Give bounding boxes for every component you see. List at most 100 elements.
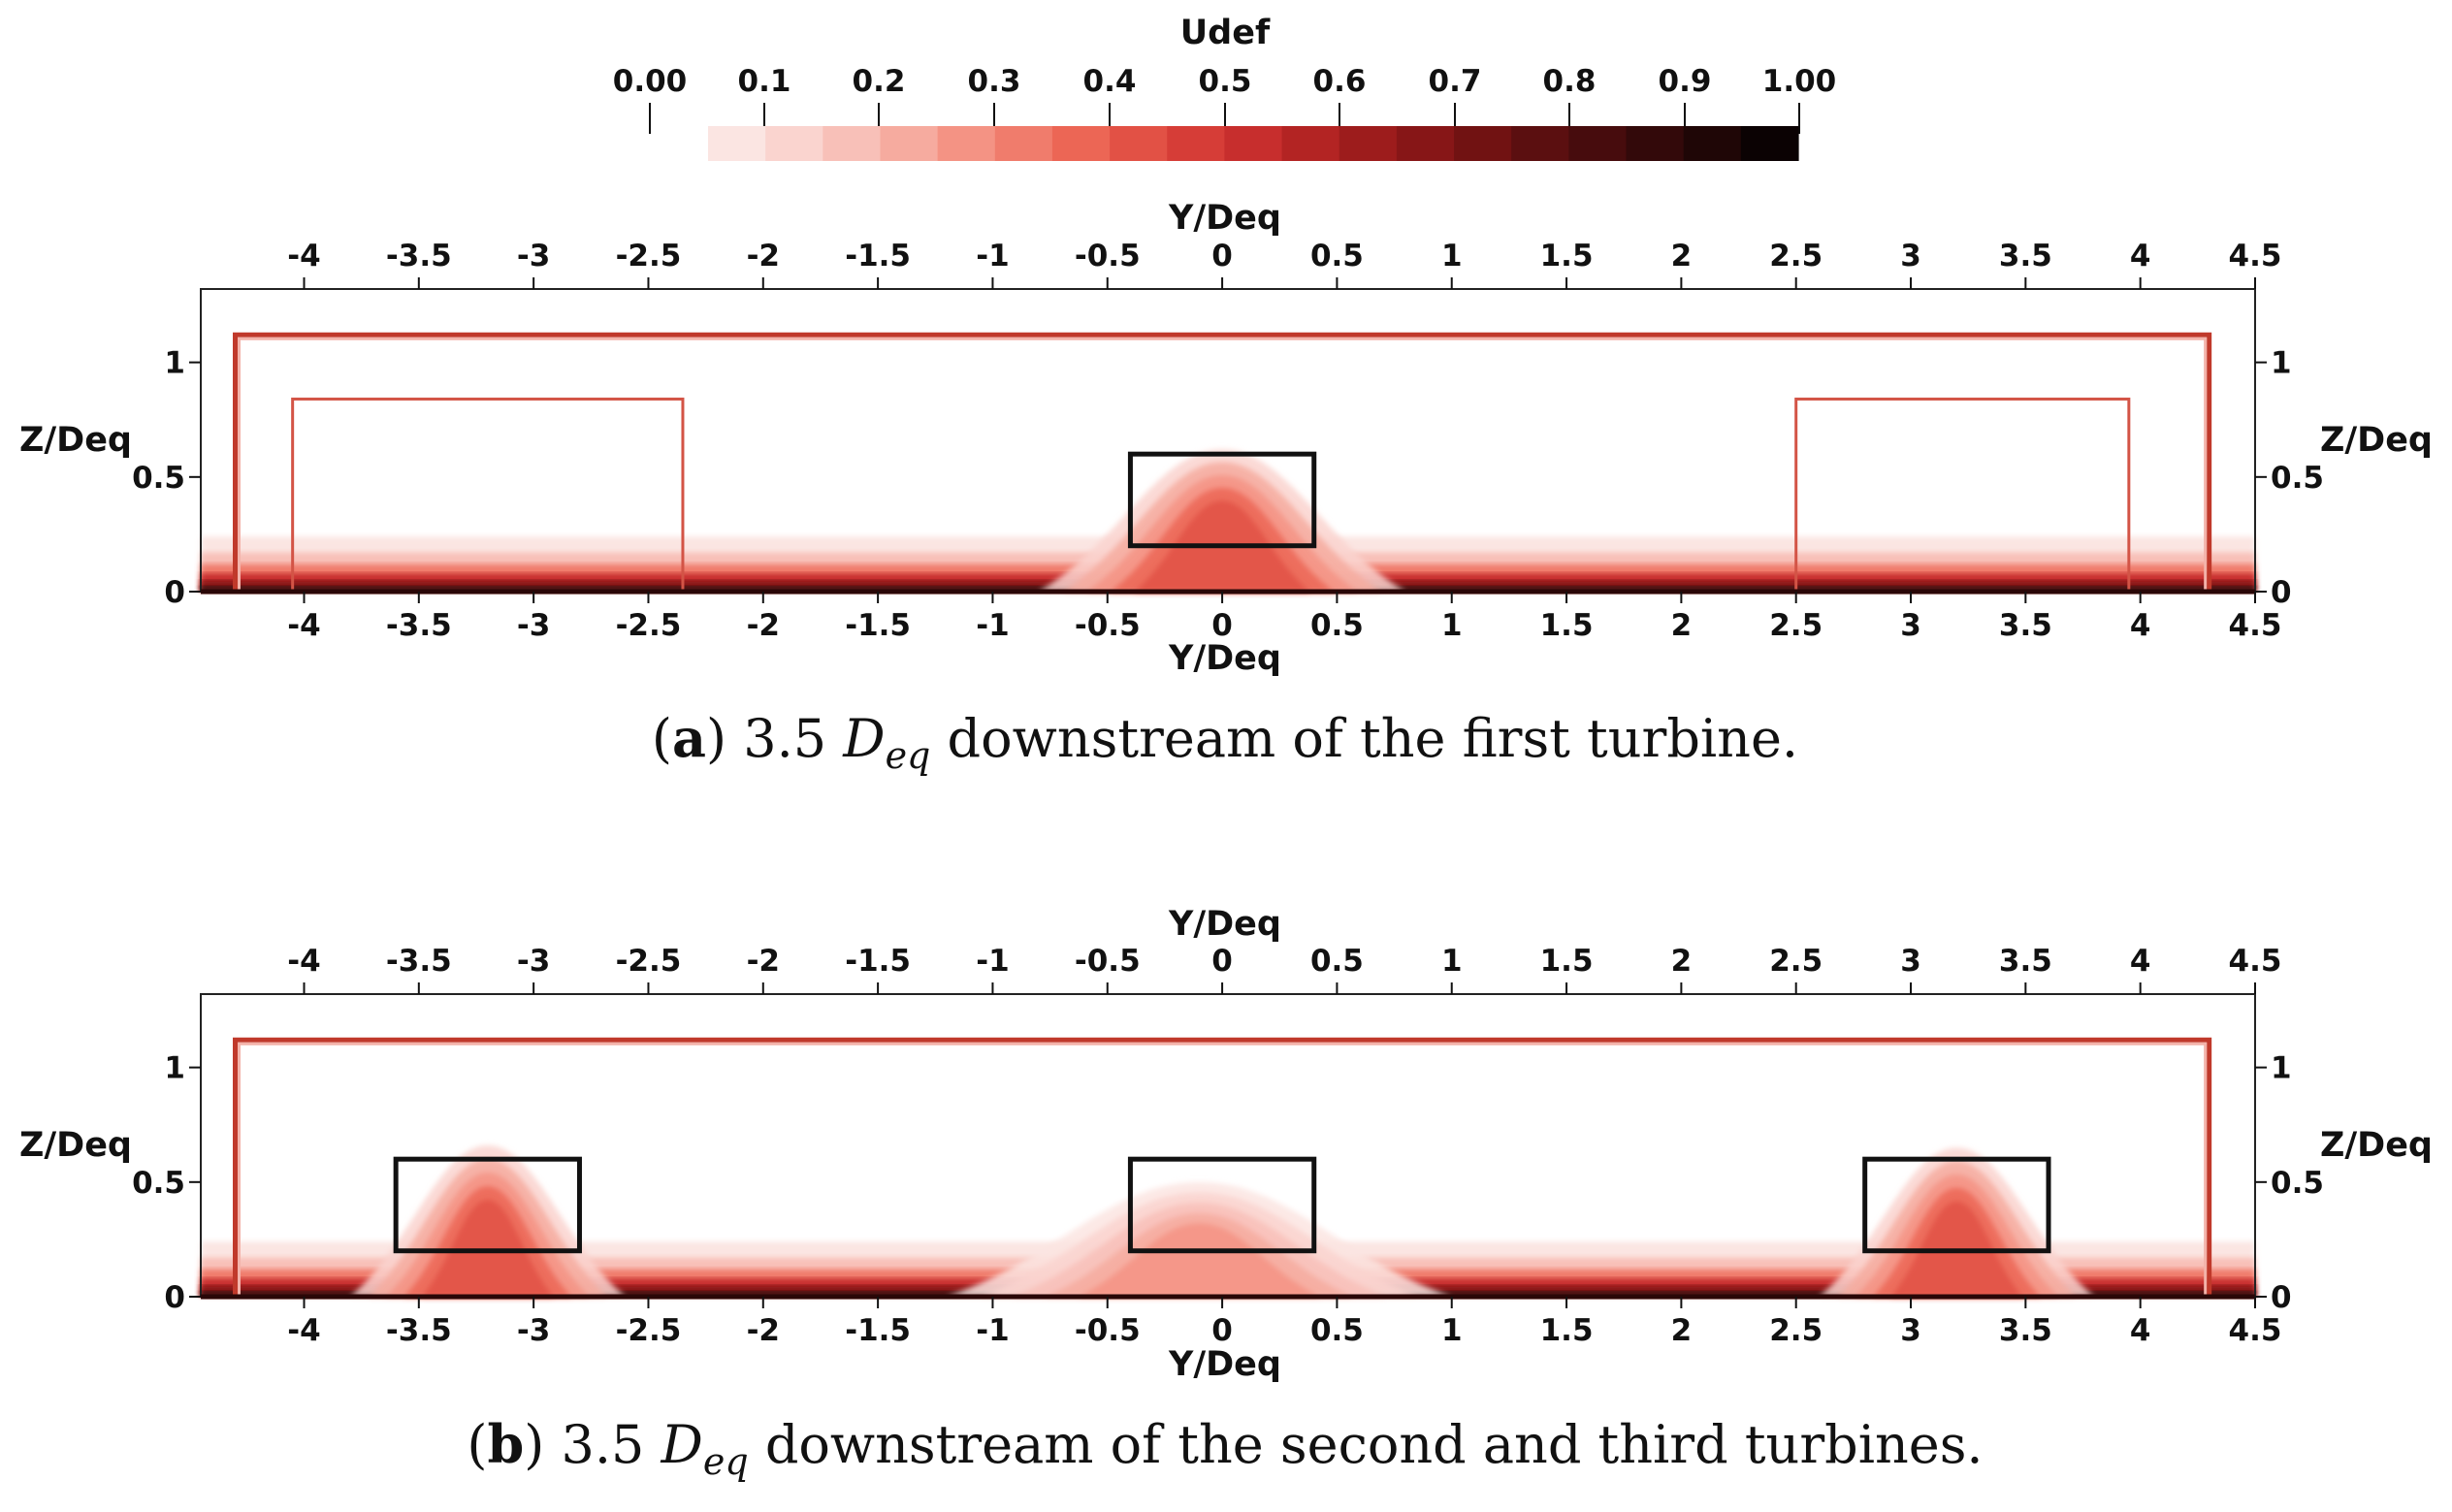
panel-b-left-ylabel: Z/Deq (19, 1126, 132, 1165)
x-tick-label-bottom: 2 (1671, 1313, 1693, 1348)
colorbar-tick-label: 0.00 (613, 64, 688, 99)
y-tick-label-left: 0 (164, 575, 185, 610)
x-tick-label-top: -1 (976, 239, 1009, 273)
y-tick-label-right: 0 (2271, 575, 2292, 610)
colorbar-tick-label: 0.9 (1659, 64, 1712, 99)
x-tick-label-bottom: -1 (976, 1313, 1009, 1348)
x-tick-label-top: 4 (2130, 239, 2151, 273)
x-tick-label-top: 3 (1900, 944, 1921, 979)
turbine-box (1862, 1156, 2051, 1254)
turbine-box (1127, 451, 1317, 549)
x-tick-label-bottom: 4 (2130, 608, 2151, 643)
colorbar-tick-label: 0.1 (738, 64, 791, 99)
panel-b-caption-subscript: eq (703, 1440, 749, 1483)
x-tick-label-bottom: 4.5 (2229, 1313, 2282, 1348)
panel-b-frame (200, 993, 2256, 1300)
x-tick-label-top: -2.5 (616, 239, 682, 273)
x-tick-label-bottom: 3 (1900, 1313, 1921, 1348)
x-tick-label-top: 0.5 (1310, 944, 1364, 979)
y-tick-label-left: 0.5 (132, 1166, 185, 1201)
x-tick-label-top: -2.5 (616, 944, 682, 979)
x-tick-label-top: 1.5 (1540, 239, 1594, 273)
x-tick-label-bottom: 3.5 (1999, 1313, 2052, 1348)
panel-b-right-ylabel: Z/Deq (2320, 1126, 2433, 1165)
y-tick-label-right: 1 (2271, 346, 2292, 381)
panel-b-bottom-xlabel: Y/Deq (1168, 1345, 1281, 1384)
colorbar-cell (1281, 126, 1340, 161)
x-tick-label-bottom: -1.5 (845, 1313, 911, 1348)
panel-b-caption-post: downstream of the second and third turbi… (749, 1414, 1984, 1475)
y-tick-label-right: 0.5 (2271, 461, 2324, 496)
colorbar-cell (1568, 126, 1628, 161)
panel-a-right-ylabel: Z/Deq (2320, 421, 2433, 460)
x-tick-label-top: -3.5 (386, 239, 452, 273)
colorbar-cell (1224, 126, 1283, 161)
x-tick-label-bottom: -2.5 (616, 608, 682, 643)
x-tick-label-bottom: 0.5 (1310, 608, 1364, 643)
colorbar-cell (994, 126, 1053, 161)
panel-b-bottom-x-ticks: -4 -3.5 -3 -2.5 -2 -1.5 -1 -0.5 0 0.5 1 1.5 2 2.5 3 3.5… (287, 1297, 2281, 1348)
y-tick-label-right: 1 (2271, 1051, 2292, 1086)
turbine-box (1127, 1156, 1317, 1254)
y-tick-label-left: 1 (164, 1051, 185, 1086)
wake-contour (421, 1200, 554, 1297)
y-tick-label-left: 0 (164, 1280, 185, 1315)
y-tick-label-left: 1 (164, 346, 185, 381)
colorbar-cell (1167, 126, 1226, 161)
colorbar-cell (1396, 126, 1455, 161)
x-tick-label-top: 4 (2130, 944, 2151, 979)
panel-a-y-ticks: 0 0 0.5 0.5 1 1 (132, 346, 2324, 610)
colorbar-tick-label: 0.2 (853, 64, 906, 99)
colorbar-cell (1740, 126, 1799, 161)
x-tick-label-top: -3 (517, 944, 550, 979)
wake-contour (1078, 1223, 1321, 1297)
x-tick-label-top: 1 (1441, 944, 1463, 979)
panel-a-top-x-ticks: -4 -3.5 -3 -2.5 -2 -1.5 -1 -0.5 0 0.5 1 1.5 2 2.5 3 3.5… (287, 239, 2281, 289)
x-tick-label-top: 0 (1211, 944, 1233, 979)
x-tick-label-top: 2 (1671, 944, 1693, 979)
panel-b-contour-field (201, 1145, 2255, 1297)
x-tick-label-top: -1 (976, 944, 1009, 979)
colorbar-tick-label: 0.6 (1313, 64, 1367, 99)
x-tick-label-top: -3.5 (386, 944, 452, 979)
channel-wall (232, 332, 2212, 592)
x-tick-label-top: 3.5 (1999, 239, 2052, 273)
colorbar-tick-label: 0.4 (1083, 64, 1137, 99)
x-tick-label-bottom: -4 (287, 608, 320, 643)
x-tick-label-top: -1.5 (845, 239, 911, 273)
x-tick-label-bottom: -1 (976, 608, 1009, 643)
colorbar-cell (1051, 126, 1111, 161)
turbine-box (393, 1156, 582, 1254)
colorbar-cell (1454, 126, 1512, 161)
x-tick-label-top: -0.5 (1075, 239, 1141, 273)
x-tick-label-top: 4.5 (2229, 239, 2282, 273)
panel-a-caption: (a) 3.5 Deq downstream of the first turb… (652, 707, 1798, 777)
colorbar-cell (708, 126, 766, 161)
colorbar-cell (823, 126, 882, 161)
y-tick-label-right: 0 (2271, 1280, 2292, 1315)
channel-wall-inner (237, 1042, 2208, 1297)
colorbar-cell (765, 126, 823, 161)
x-tick-label-bottom: 1 (1441, 1313, 1463, 1348)
x-tick-label-bottom: -0.5 (1075, 1313, 1141, 1348)
panel-b-caption: (b) 3.5 Deq downstream of the second and… (467, 1413, 1983, 1483)
x-tick-label-bottom: -3.5 (386, 1313, 452, 1348)
colorbar: Udef 0.00 0.1 0.2 0.3 0.4 0.5 0.6 0.7 0.8 0.9 1.00 (613, 14, 1836, 161)
x-tick-label-bottom: -0.5 (1075, 608, 1141, 643)
panel-b-caption-pre: 3.5 (544, 1414, 661, 1475)
colorbar-cell (1683, 126, 1742, 161)
panel-a-left-ylabel: Z/Deq (19, 421, 132, 460)
panel-a-bottom-x-ticks: -4 -3.5 -3 -2.5 -2 -1.5 -1 -0.5 0 0.5 1 1.5 2 2.5 3 3.5… (287, 592, 2281, 643)
x-tick-label-top: -2 (747, 239, 780, 273)
x-tick-label-top: 1.5 (1540, 944, 1594, 979)
panel-a-caption-symbol: D (842, 708, 885, 769)
x-tick-label-top: -3 (517, 239, 550, 273)
colorbar-tick-label: 0.3 (968, 64, 1021, 99)
x-tick-label-bottom: 2.5 (1769, 1313, 1823, 1348)
x-tick-label-bottom: 2.5 (1769, 608, 1823, 643)
panel-a-contour-field (201, 449, 2255, 592)
panel-a-frame (200, 288, 2256, 595)
x-tick-label-bottom: -2 (747, 608, 780, 643)
colorbar-cells (708, 126, 1799, 161)
